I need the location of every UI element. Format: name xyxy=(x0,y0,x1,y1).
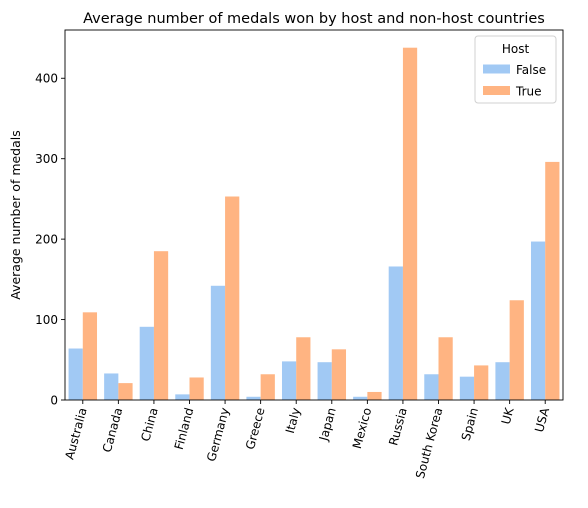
legend-swatch-true xyxy=(483,86,510,95)
x-tick-label-spain: Spain xyxy=(459,406,481,442)
bar-true-spain xyxy=(474,365,489,400)
bars-layer xyxy=(68,47,560,400)
bar-false-usa xyxy=(530,241,546,400)
y-tick-label: 0 xyxy=(50,393,58,407)
bar-true-south-korea xyxy=(438,337,453,400)
x-tick-label-italy: Italy xyxy=(283,406,303,435)
x-tick-label-canada: Canada xyxy=(100,406,125,454)
bar-true-germany xyxy=(225,196,240,400)
bar-false-mexico xyxy=(353,396,368,400)
bar-true-japan xyxy=(331,349,347,400)
legend-label-true: True xyxy=(515,85,542,99)
bar-true-usa xyxy=(545,161,560,400)
x-axis: Australia Canada China Finland Germany Greece… xyxy=(62,400,552,480)
bar-true-uk xyxy=(509,300,524,400)
bar-true-china xyxy=(153,251,169,400)
x-tick-label-mexico: Mexico xyxy=(350,406,374,450)
x-tick-label-uk: UK xyxy=(499,405,517,426)
bar-false-china xyxy=(139,326,154,400)
bar-false-germany xyxy=(210,285,226,400)
bar-true-australia xyxy=(82,312,98,400)
bar-false-spain xyxy=(459,376,475,400)
x-tick-label-russia: Russia xyxy=(386,406,410,447)
plot-frame xyxy=(64,29,564,401)
y-axis: 0 100 200 300 400 xyxy=(35,72,65,407)
bar-false-japan xyxy=(317,362,332,400)
x-tick-label-greece: Greece xyxy=(243,406,268,451)
x-tick-label-germany: Germany xyxy=(204,406,232,463)
legend: Host False True xyxy=(474,35,557,104)
y-tick-label: 300 xyxy=(35,152,58,166)
x-tick-label-finland: Finland xyxy=(172,406,197,451)
x-tick-label-usa: USA xyxy=(532,405,552,433)
x-tick-label-japan: Japan xyxy=(316,406,338,443)
bar-false-uk xyxy=(495,362,510,400)
bar-false-south-korea xyxy=(424,374,439,400)
legend-title: Host xyxy=(502,42,530,56)
bar-true-mexico xyxy=(367,391,382,400)
bar-false-italy xyxy=(281,361,297,400)
y-axis-label: Average number of medals xyxy=(8,130,23,300)
x-tick-label-australia: Australia xyxy=(62,406,89,461)
bar-false-finland xyxy=(175,394,190,400)
bar-false-greece xyxy=(246,396,261,400)
bar-false-canada xyxy=(104,373,119,400)
bar-true-finland xyxy=(189,377,204,400)
bar-false-russia xyxy=(388,266,403,400)
y-tick-label: 400 xyxy=(35,72,58,86)
y-tick-label: 100 xyxy=(35,313,58,327)
bar-true-canada xyxy=(118,383,133,400)
x-tick-label-south-korea: South Korea xyxy=(413,406,445,480)
legend-swatch-false xyxy=(483,64,510,74)
legend-label-false: False xyxy=(516,63,546,77)
bar-false-australia xyxy=(68,348,83,400)
bar-true-greece xyxy=(260,374,275,400)
y-tick-label: 200 xyxy=(35,232,58,246)
chart-title: Average number of medals won by host and… xyxy=(83,11,545,27)
bar-true-russia xyxy=(402,47,418,400)
x-tick-label-china: China xyxy=(138,406,160,443)
bar-true-italy xyxy=(296,337,311,400)
